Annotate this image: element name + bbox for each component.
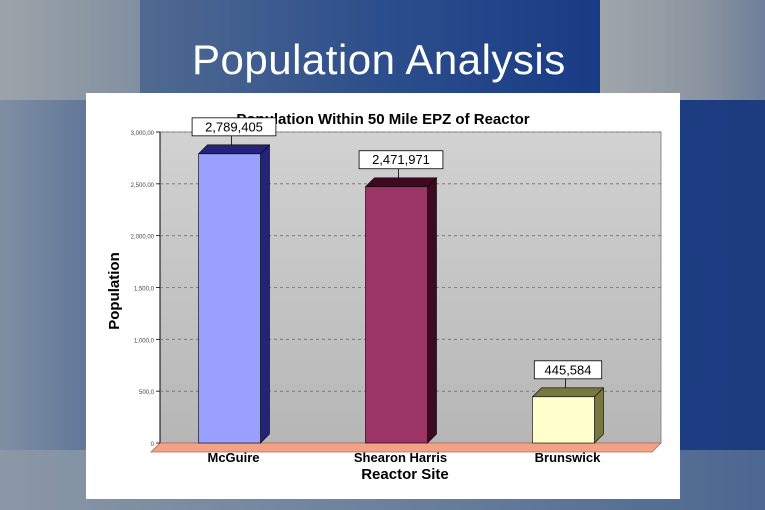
- data-label: 445,584: [545, 362, 592, 377]
- bar: [198, 153, 261, 444]
- chart-card: Population Within 50 Mile EPZ of Reactor…: [86, 93, 680, 499]
- bar-side: [260, 144, 270, 444]
- x-axis-label: Reactor Site: [361, 466, 449, 483]
- y-tick-label: 500,0: [139, 390, 155, 396]
- bar-top: [364, 177, 438, 188]
- bar-top: [531, 387, 605, 398]
- data-labels: 2,789,405 2,471,971 445,584: [191, 117, 603, 388]
- y-tick-label: 2,500,00: [131, 183, 155, 189]
- data-label: 2,471,971: [372, 152, 430, 167]
- bars: [197, 144, 605, 444]
- slide-title: Population Analysis: [192, 36, 566, 83]
- y-tick-label: 1,500,0: [134, 287, 155, 293]
- data-label-box: [191, 117, 277, 137]
- y-tick-label: 1,000,0: [134, 338, 155, 344]
- y-tick-label: 3,000,00: [131, 131, 155, 137]
- bar-side: [427, 177, 437, 444]
- y-tick-label: 2,000,00: [131, 235, 155, 241]
- x-tick-label: McGuire: [207, 450, 259, 465]
- x-tick-label: Shearon Harris: [354, 450, 447, 465]
- bar: [365, 186, 428, 444]
- x-tick-label: Brunswick: [535, 450, 602, 465]
- population-chart: Population Within 50 Mile EPZ of Reactor…: [106, 111, 662, 483]
- bar-side: [594, 387, 604, 444]
- data-label-box: [533, 360, 603, 380]
- slide-corner-strip: [600, 0, 765, 100]
- slide-title-panel: [140, 0, 600, 100]
- y-axis-label: Population: [106, 252, 123, 330]
- y-axis-ticks: 0 500,0 1,000,0 1,500,0 2,000,00 2,500,00 3,00…: [131, 131, 160, 448]
- chart-title: Population Within 50 Mile EPZ of Reactor: [236, 111, 529, 128]
- data-label-box: [358, 150, 444, 170]
- x-axis-ticks: McGuire Shearon Harris Brunswick: [207, 450, 601, 465]
- y-tick-label: 0: [151, 442, 155, 448]
- bar-top: [197, 144, 271, 155]
- data-label: 2,789,405: [205, 119, 263, 134]
- plot-floor: [150, 442, 662, 453]
- bar: [532, 396, 595, 444]
